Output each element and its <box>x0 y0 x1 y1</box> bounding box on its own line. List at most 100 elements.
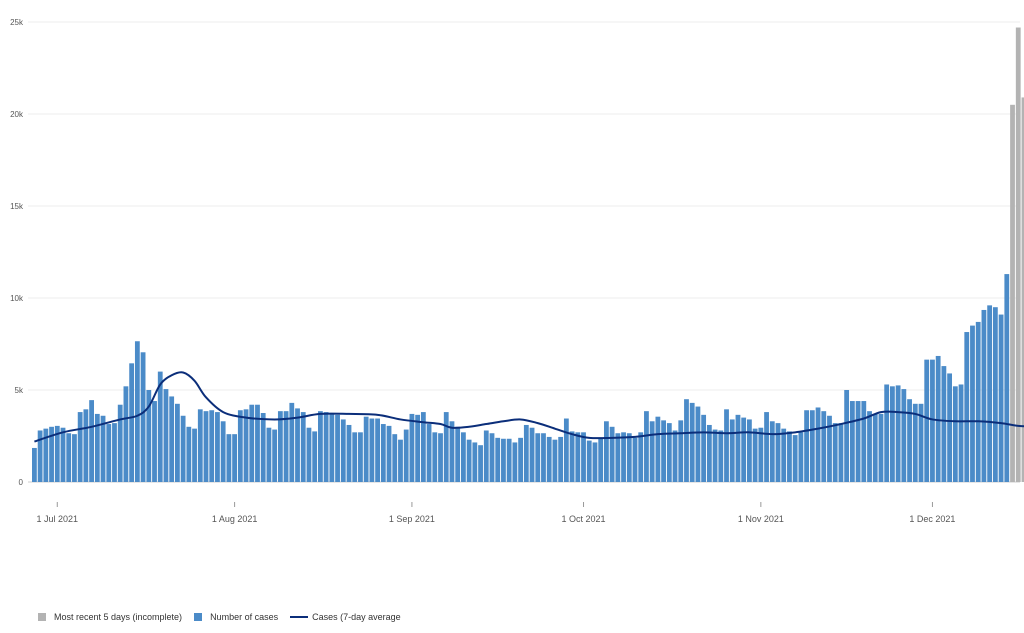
case-bar <box>489 433 495 482</box>
case-bar <box>461 432 466 482</box>
case-bar <box>340 419 346 482</box>
case-bar <box>94 413 100 482</box>
case-bar <box>89 400 94 482</box>
case-bar <box>392 434 398 482</box>
case-bar <box>266 427 272 482</box>
case-bar <box>346 424 352 482</box>
case-bar <box>964 332 970 482</box>
case-bar <box>472 442 478 482</box>
legend-item-cases[interactable]: Number of cases <box>194 612 278 622</box>
case-bar <box>706 424 712 482</box>
legend-swatch-cases <box>194 613 203 621</box>
case-bar <box>478 445 483 482</box>
case-bar <box>861 401 867 482</box>
case-bar <box>987 305 993 482</box>
case-bar <box>60 427 66 482</box>
legend-label-average: Cases (7-day average <box>312 612 401 622</box>
case-bar <box>112 423 117 482</box>
case-bar <box>952 386 958 482</box>
case-bar <box>741 417 747 482</box>
case-bar <box>581 432 586 482</box>
case-bar <box>312 431 318 482</box>
case-bar <box>666 423 672 482</box>
incomplete-bar <box>1015 27 1021 483</box>
case-bar <box>466 439 472 482</box>
case-bar <box>375 418 380 482</box>
case-bar <box>626 433 632 482</box>
case-bar <box>32 447 37 482</box>
case-bar <box>890 386 895 482</box>
legend-item-average[interactable]: Cases (7-day average <box>290 612 401 622</box>
case-bar <box>907 399 912 482</box>
case-bar <box>134 341 140 482</box>
case-bar <box>49 426 54 482</box>
case-bar <box>787 431 792 482</box>
case-bar <box>209 410 215 482</box>
case-bar <box>180 415 186 482</box>
case-bar <box>546 436 552 482</box>
bars <box>32 27 1024 483</box>
x-tick-label: 1 Nov 2021 <box>738 514 784 524</box>
case-bar <box>37 430 43 482</box>
case-bar <box>563 418 569 482</box>
case-bar <box>827 415 832 482</box>
case-bar <box>318 411 323 482</box>
case-bar <box>409 413 415 482</box>
case-bar <box>958 384 964 482</box>
case-bar <box>283 411 289 482</box>
x-tick-label: 1 Sep 2021 <box>389 514 435 524</box>
case-bar <box>541 433 546 482</box>
legend-item-incomplete[interactable]: Most recent 5 days (incomplete) <box>38 612 182 622</box>
case-bar <box>981 309 987 482</box>
case-bar <box>569 431 575 482</box>
case-bar <box>152 401 157 482</box>
case-bar <box>237 410 243 482</box>
case-bar <box>775 423 781 482</box>
x-tick-label: 1 Jul 2021 <box>37 514 79 524</box>
case-bar <box>449 421 455 482</box>
y-tick-label: 0 <box>19 478 24 487</box>
case-bar <box>215 412 220 482</box>
case-bar <box>72 434 77 482</box>
case-bar <box>438 433 443 482</box>
case-bar <box>781 428 787 482</box>
case-bar <box>306 427 312 482</box>
case-bar <box>621 432 626 482</box>
case-bar <box>363 416 369 482</box>
case-bar <box>352 432 358 482</box>
case-bar <box>380 424 386 482</box>
case-bar <box>83 409 89 482</box>
case-bar <box>117 404 123 482</box>
case-bar <box>77 412 83 482</box>
case-bar <box>855 401 861 482</box>
case-bar <box>912 403 918 482</box>
case-bar <box>609 426 615 482</box>
case-bar <box>100 415 106 482</box>
case-bar <box>277 411 283 482</box>
case-bar <box>129 363 135 482</box>
legend-label-incomplete: Most recent 5 days (incomplete) <box>54 612 183 622</box>
y-tick-label: 15k <box>10 202 24 211</box>
case-bar <box>895 385 901 482</box>
case-bar <box>106 424 112 482</box>
case-bar <box>529 427 535 482</box>
case-bar <box>586 440 592 482</box>
case-bar <box>249 404 255 482</box>
case-bar <box>684 399 689 482</box>
case-bar <box>867 411 872 482</box>
case-bar <box>975 321 981 482</box>
case-bar <box>672 430 678 482</box>
case-bar <box>918 403 924 482</box>
case-bar <box>575 432 581 482</box>
case-bar <box>747 419 752 482</box>
legend-label-cases: Number of cases <box>210 612 279 622</box>
case-bar <box>203 411 209 482</box>
case-bar <box>140 352 146 482</box>
case-bar <box>175 403 180 482</box>
case-bar <box>197 409 203 482</box>
case-bar <box>924 359 930 482</box>
case-bar <box>243 409 249 482</box>
case-bar <box>724 409 729 482</box>
case-bar <box>632 437 638 482</box>
